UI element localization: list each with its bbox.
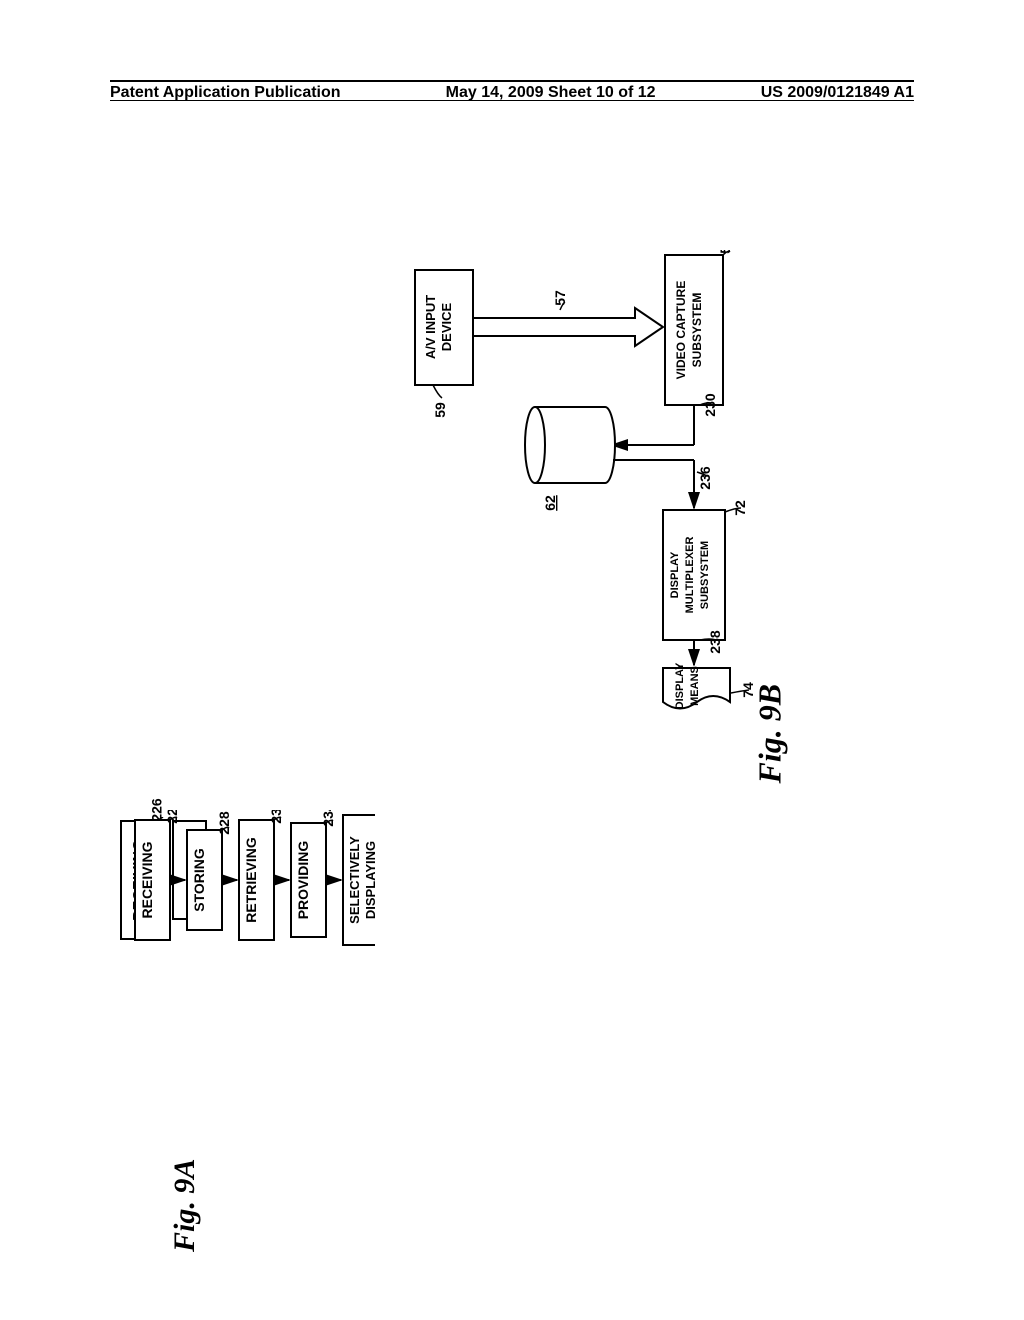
ref-230: 230 — [702, 393, 718, 417]
svg-text:SUBSYSTEM: SUBSYSTEM — [699, 541, 711, 609]
page-header: Patent Application Publication May 14, 2… — [110, 80, 914, 102]
svg-text:DEVICE: DEVICE — [439, 302, 454, 351]
node-storage — [525, 407, 615, 483]
figure-9a-caption: Fig. 9A — [168, 1132, 202, 1252]
svg-text:DISPLAY: DISPLAY — [674, 662, 686, 709]
svg-text:MEANS: MEANS — [689, 666, 701, 706]
fa-ref3: 234 — [320, 810, 336, 827]
fa-ref1: 228 — [216, 811, 232, 835]
fa-step0: RECEIVING — [139, 841, 155, 918]
edge-57 — [473, 308, 663, 346]
figure-9a-svg: RECEIVING 226 STORING 228 RETRIEVING 232… — [105, 810, 375, 1230]
ref-57: 57 — [552, 290, 568, 306]
fa-step4a: SELECTIVELY — [347, 836, 362, 924]
svg-text:DISPLAY: DISPLAY — [669, 551, 681, 598]
svg-text:SUBSYSTEM: SUBSYSTEM — [690, 293, 704, 368]
fa-step3: PROVIDING — [295, 841, 311, 920]
fa-step4b: DISPLAYING — [363, 841, 375, 919]
fa-step2: RETRIEVING — [243, 837, 259, 923]
svg-text:A/V INPUT: A/V INPUT — [423, 295, 438, 359]
svg-text:VIDEO CAPTURE: VIDEO CAPTURE — [674, 281, 688, 380]
figure-9b-svg: A/V INPUT DEVICE 59 57 VIDEO CAPTURE SUB… — [405, 250, 865, 710]
ref-238: 238 — [707, 630, 723, 654]
ref-62: 62 — [542, 495, 558, 511]
ref-236: 236 — [697, 466, 713, 490]
fa-step1: STORING — [191, 848, 207, 912]
ref-59: 59 — [432, 402, 448, 418]
svg-text:MULTIPLEXER: MULTIPLEXER — [684, 537, 696, 614]
fa-ref0: 226 — [164, 810, 180, 824]
header-rule — [110, 100, 914, 101]
fa-ref2: 232 — [268, 810, 284, 824]
figure-9b-caption: Fig. 9B — [752, 644, 789, 784]
